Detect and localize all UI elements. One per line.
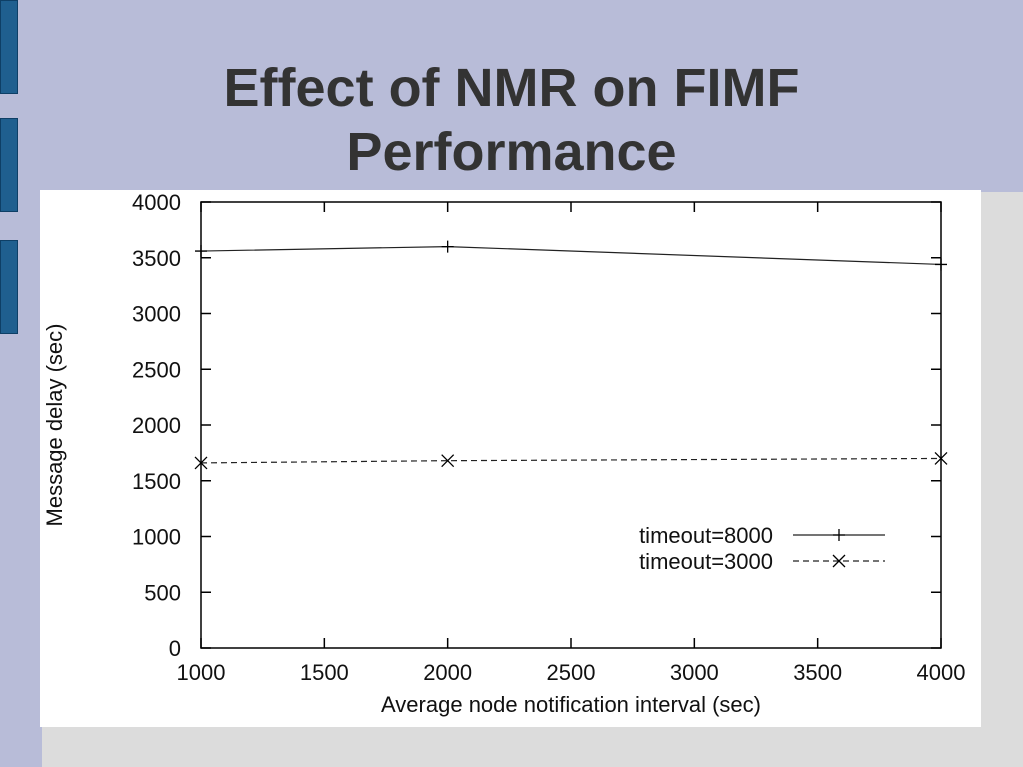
accent-bar-top bbox=[0, 0, 18, 94]
legend-marker bbox=[833, 529, 845, 541]
y-tick-label: 500 bbox=[144, 580, 181, 605]
x-tick-label: 1500 bbox=[300, 660, 349, 685]
plot-frame bbox=[200, 201, 942, 649]
y-tick-label: 3000 bbox=[132, 302, 181, 327]
y-tick-label: 2500 bbox=[132, 357, 181, 382]
y-tick-label: 3500 bbox=[132, 246, 181, 271]
x-axis-label: Average node notification interval (sec) bbox=[381, 692, 761, 717]
series-1-point bbox=[441, 240, 454, 253]
legend-marker bbox=[832, 554, 846, 568]
y-tick-label: 4000 bbox=[132, 190, 181, 215]
x-tick-label: 3000 bbox=[670, 660, 719, 685]
accent-bar-bottom bbox=[0, 240, 18, 334]
y-tick-label: 1000 bbox=[132, 525, 181, 550]
line-chart: 1000 1500 2000 2500 3000 3500 4000 0 500 1000 150… bbox=[42, 190, 966, 717]
x-tick-label: 2500 bbox=[547, 660, 596, 685]
series-2-point bbox=[441, 454, 455, 468]
accent-bar-middle bbox=[0, 118, 18, 212]
x-tick-label: 4000 bbox=[917, 660, 966, 685]
series-line-2 bbox=[200, 457, 942, 464]
x-tick-label: 2000 bbox=[423, 660, 472, 685]
series-line-1 bbox=[200, 245, 942, 266]
y-ticks: 0 500 1000 1500 2000 2500 3000 3500 4000 bbox=[132, 190, 941, 661]
legend-label: timeout=8000 bbox=[639, 523, 773, 548]
x-tick-label: 1000 bbox=[177, 660, 226, 685]
y-tick-label: 0 bbox=[169, 636, 181, 661]
y-axis-label: Message delay (sec) bbox=[42, 324, 67, 527]
legend-label: timeout=3000 bbox=[639, 549, 773, 574]
chart-card: 1000 1500 2000 2500 3000 3500 4000 0 500 1000 150… bbox=[40, 190, 981, 727]
x-tick-label: 3500 bbox=[793, 660, 842, 685]
y-tick-label: 2000 bbox=[132, 413, 181, 438]
series-1-point bbox=[195, 245, 207, 258]
series-layer bbox=[194, 240, 948, 470]
series-2-point bbox=[194, 456, 208, 470]
series-1-point bbox=[935, 258, 947, 271]
slide-title-line2: Performance bbox=[346, 122, 677, 182]
slide-title: Effect of NMR on FIMF Performance bbox=[0, 56, 1023, 184]
x-ticks: 1000 1500 2000 2500 3000 3500 4000 bbox=[177, 202, 966, 685]
series-2-point bbox=[934, 451, 948, 465]
y-tick-label: 1500 bbox=[132, 469, 181, 494]
slide-title-line1: Effect of NMR on FIMF bbox=[223, 58, 800, 118]
